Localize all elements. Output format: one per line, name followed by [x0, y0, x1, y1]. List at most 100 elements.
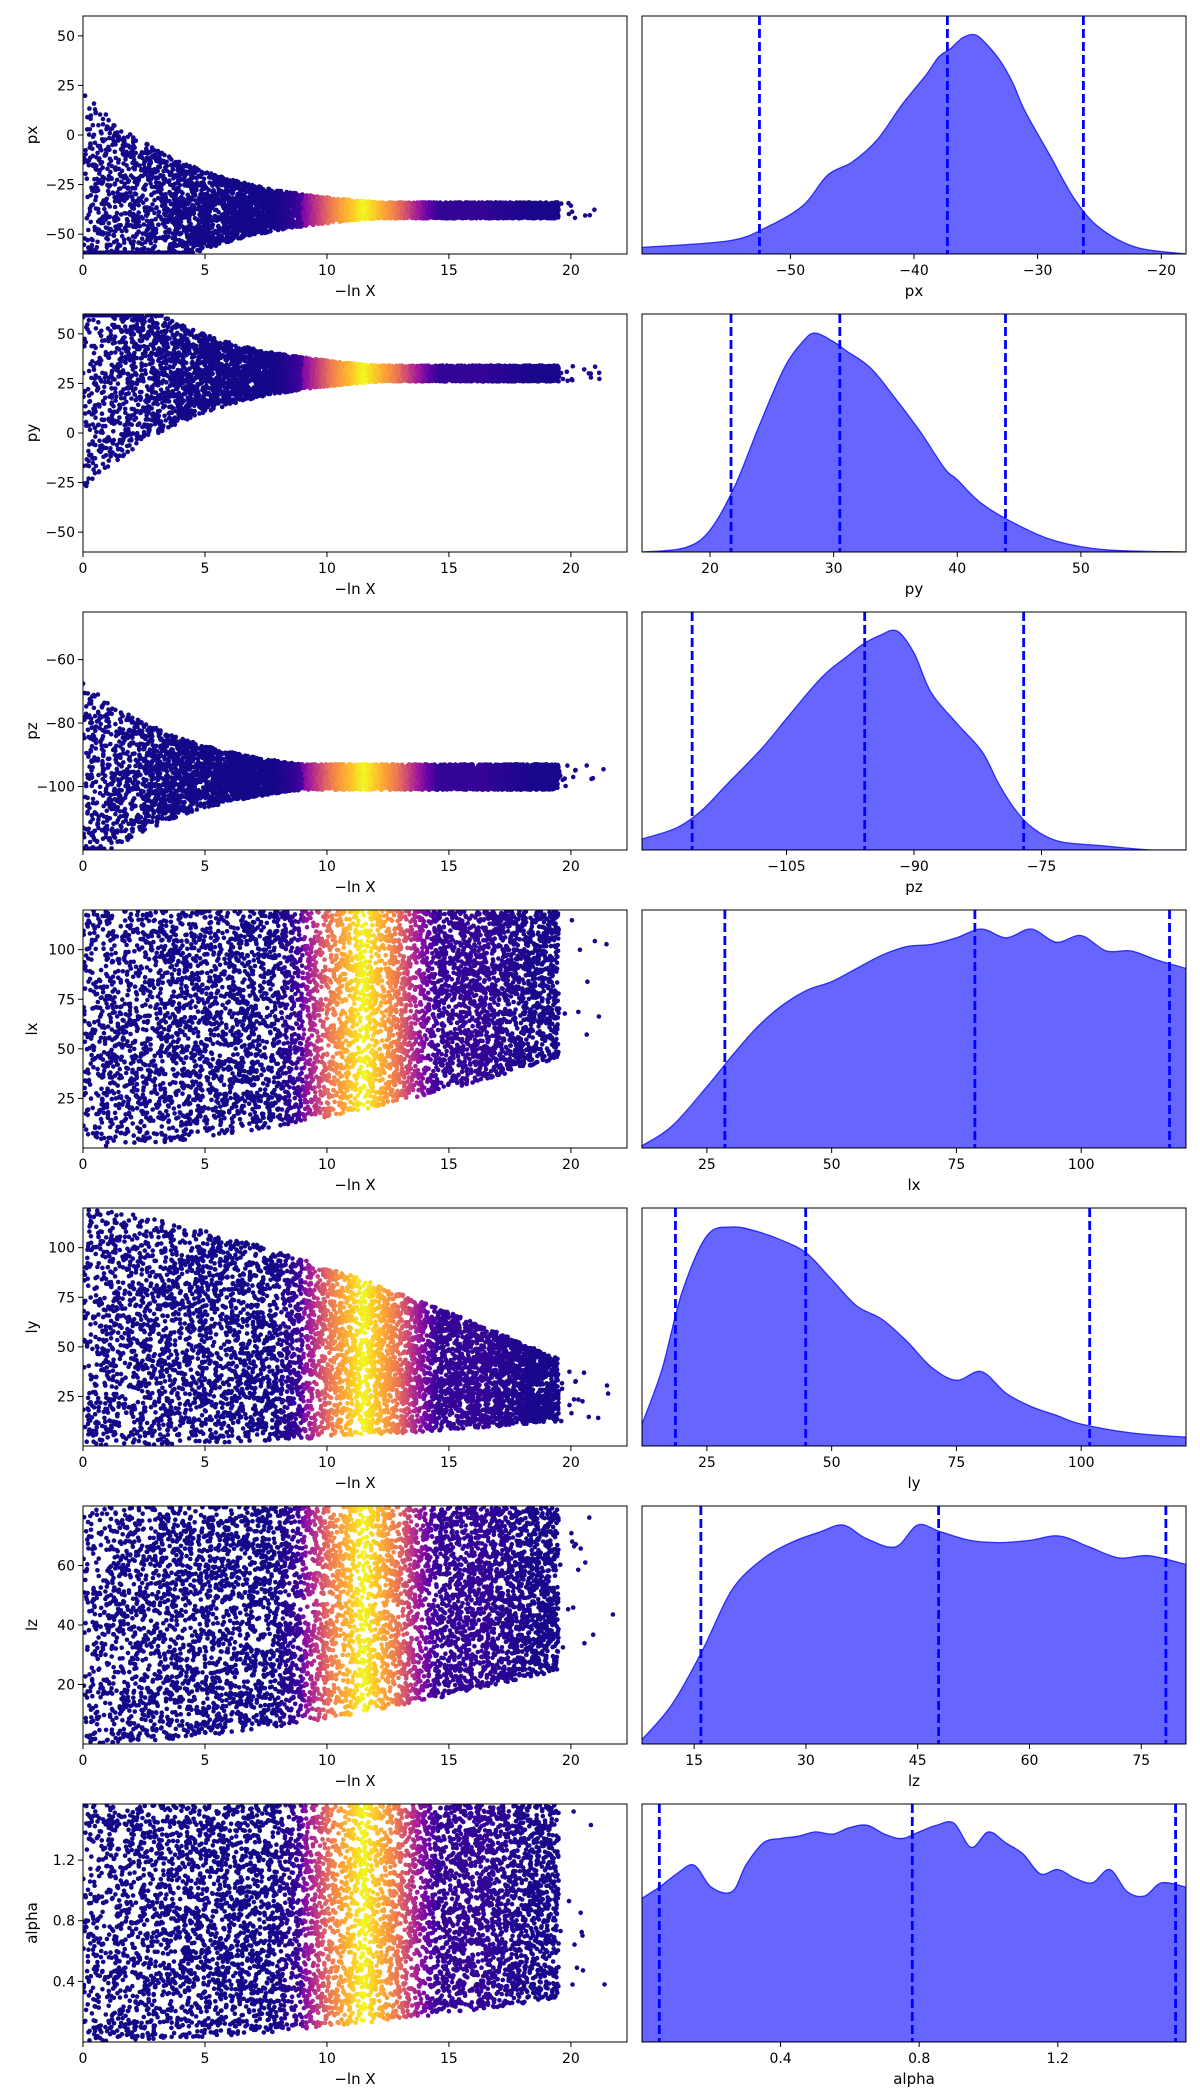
px-trace-point [572, 215, 578, 221]
px-trace-point [112, 181, 118, 186]
px-trace-point [114, 177, 120, 183]
px-trace-point [118, 129, 124, 134]
px-trace-point [236, 236, 241, 241]
px-trace-point [112, 218, 117, 223]
px-trace-point [167, 178, 172, 183]
px-trace-point [115, 138, 121, 143]
px-trace-point [97, 167, 103, 173]
px-trace-point [166, 154, 172, 159]
px-trace-point [223, 205, 229, 211]
px-trace-point [92, 224, 97, 230]
px-trace-point [135, 199, 141, 204]
px-trace-point [95, 206, 101, 212]
px-trace-point [85, 114, 90, 120]
px-trace-point [569, 209, 575, 214]
px-trace-point [86, 162, 92, 168]
px-trace-point [88, 113, 94, 118]
px-trace-point [96, 157, 102, 163]
px-trace-point [89, 236, 94, 242]
px-trace-point [106, 144, 111, 150]
px-trace-point [108, 226, 113, 232]
px-trace-point [174, 189, 179, 194]
px-trace-point [194, 180, 200, 185]
px-trace-point [140, 193, 145, 198]
px-trace-point [134, 221, 139, 226]
px-trace-point [88, 219, 93, 225]
px-trace-point [86, 227, 91, 233]
px-trace-point [111, 233, 117, 239]
px-trace-point [128, 240, 134, 245]
px-trace-point [137, 154, 142, 160]
px-trace-point [83, 171, 88, 177]
px-trace-point [111, 133, 117, 139]
px-trace-point [197, 248, 203, 254]
px-trace-point [131, 165, 137, 171]
px-trace-point [100, 116, 106, 122]
px-trace-point [126, 236, 131, 242]
px-trace-point [149, 222, 155, 227]
px-trace-point [156, 213, 161, 218]
px-trace-point [86, 132, 92, 137]
px-trace-point [94, 167, 99, 172]
px-trace-point [103, 112, 109, 117]
px-trace-point [97, 171, 102, 176]
px-trace-point [144, 227, 150, 233]
px-trace-point [106, 117, 111, 123]
px-trace-point [84, 176, 90, 181]
px-trace-point [96, 122, 101, 128]
px-trace-point [156, 222, 161, 228]
px-trace-point [93, 110, 98, 116]
px-trace-point [114, 210, 120, 216]
px-trace-point [96, 227, 102, 233]
px-trace-point [112, 149, 118, 155]
px-trace-point [108, 169, 113, 175]
px-trace-point [140, 231, 145, 236]
px-trace-point [125, 134, 131, 140]
px-trace-point [90, 134, 96, 140]
px-trace-point [90, 122, 96, 128]
px-trace-point [145, 237, 150, 242]
px-trace-point [161, 181, 166, 186]
px-trace-point [150, 202, 155, 207]
px-trace-point [107, 214, 112, 220]
px-trace-point [105, 166, 110, 171]
px-trace-point [180, 191, 185, 196]
px-trace-point [566, 211, 572, 217]
px-trace-point [84, 215, 90, 221]
px-trace-point [122, 181, 128, 187]
px-trace-point [121, 143, 126, 148]
px-trace-point [126, 166, 131, 172]
px-trace-point [90, 202, 96, 207]
px-trace-point [108, 158, 114, 164]
px-trace-point [122, 246, 128, 252]
px-trace-point [86, 158, 92, 163]
px-trace-point [152, 210, 157, 216]
px-trace-point [127, 209, 133, 215]
px-trace-point [126, 179, 131, 185]
px-trace-point [83, 93, 88, 98]
px-trace-point [167, 189, 172, 195]
px-trace-point [101, 198, 106, 203]
px-trace-point [582, 213, 588, 218]
px-trace-point [139, 241, 145, 247]
px-trace-point [91, 101, 97, 106]
px-trace-plot-area [83, 93, 597, 254]
px-trace-point [587, 212, 593, 218]
px-trace-point [144, 197, 149, 202]
px-trace-point [84, 127, 90, 132]
px-trace-point [119, 203, 124, 208]
px-trace-point [162, 152, 167, 158]
px-trace-point [211, 188, 216, 193]
px-trace-point [162, 237, 168, 243]
px-trace-point [112, 204, 118, 210]
px-trace-point [119, 233, 125, 239]
px-trace-point [131, 135, 136, 140]
px-trace-point [112, 229, 118, 234]
px-trace-point [107, 130, 113, 136]
px-trace-point [207, 180, 212, 185]
px-trace-point [203, 170, 208, 176]
px-trace-point [187, 183, 193, 189]
px-trace-point [95, 239, 100, 245]
